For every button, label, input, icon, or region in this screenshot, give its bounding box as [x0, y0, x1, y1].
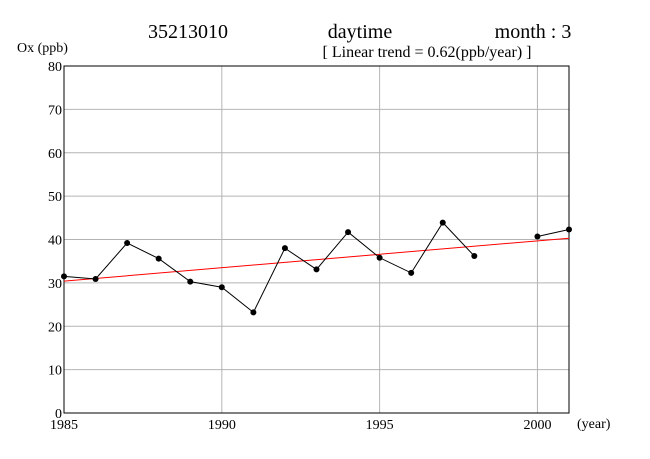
- series-line: [537, 229, 570, 237]
- data-point: [61, 273, 67, 280]
- data-point: [566, 226, 572, 233]
- y-tick-label: 50: [48, 190, 62, 205]
- data-point: [534, 233, 541, 240]
- data-point: [376, 254, 383, 261]
- data-point: [250, 309, 257, 316]
- station-id: 35213010: [148, 21, 228, 43]
- trend-label: [ Linear trend = 0.62(ppb/year) ]: [323, 44, 532, 61]
- y-tick-label: 30: [48, 277, 62, 292]
- y-tick-label: 60: [48, 147, 62, 162]
- y-tick-label: 10: [48, 364, 62, 379]
- grid-lines: [64, 66, 569, 413]
- data-point: [345, 229, 352, 236]
- data-point: [313, 266, 320, 273]
- data-point: [439, 219, 446, 226]
- data-point: [218, 284, 225, 291]
- data-marks: [61, 219, 572, 316]
- y-tick-label: 20: [48, 320, 62, 335]
- data-point: [408, 269, 415, 276]
- data-point: [281, 245, 288, 252]
- data-point: [92, 275, 99, 282]
- data-point: [471, 252, 478, 259]
- y-tick-label: 40: [48, 234, 62, 249]
- x-tick-label: 1985: [50, 418, 78, 433]
- tick-labels: 0 10 20 30 40 50 60 70 80 1985 1990 1995 2000: [48, 60, 551, 433]
- data-point: [124, 239, 131, 246]
- y-tick-label: 80: [48, 60, 62, 75]
- x-axis-label: (year): [577, 417, 611, 432]
- y-axis-label: Ox (ppb): [17, 41, 68, 56]
- linear-trend-line: [63, 237, 570, 282]
- y-tick-label: 0: [55, 407, 62, 422]
- x-tick-label: 1995: [366, 418, 394, 433]
- month-label: month : 3: [495, 21, 572, 43]
- x-tick-label: 1990: [208, 418, 236, 433]
- time-period: daytime: [328, 21, 393, 43]
- data-point: [155, 255, 162, 262]
- x-tick-label: 2000: [523, 418, 551, 433]
- series-line: [63, 221, 475, 314]
- data-point: [187, 278, 194, 285]
- y-tick-label: 70: [48, 103, 62, 118]
- plot-frame: [63, 65, 570, 414]
